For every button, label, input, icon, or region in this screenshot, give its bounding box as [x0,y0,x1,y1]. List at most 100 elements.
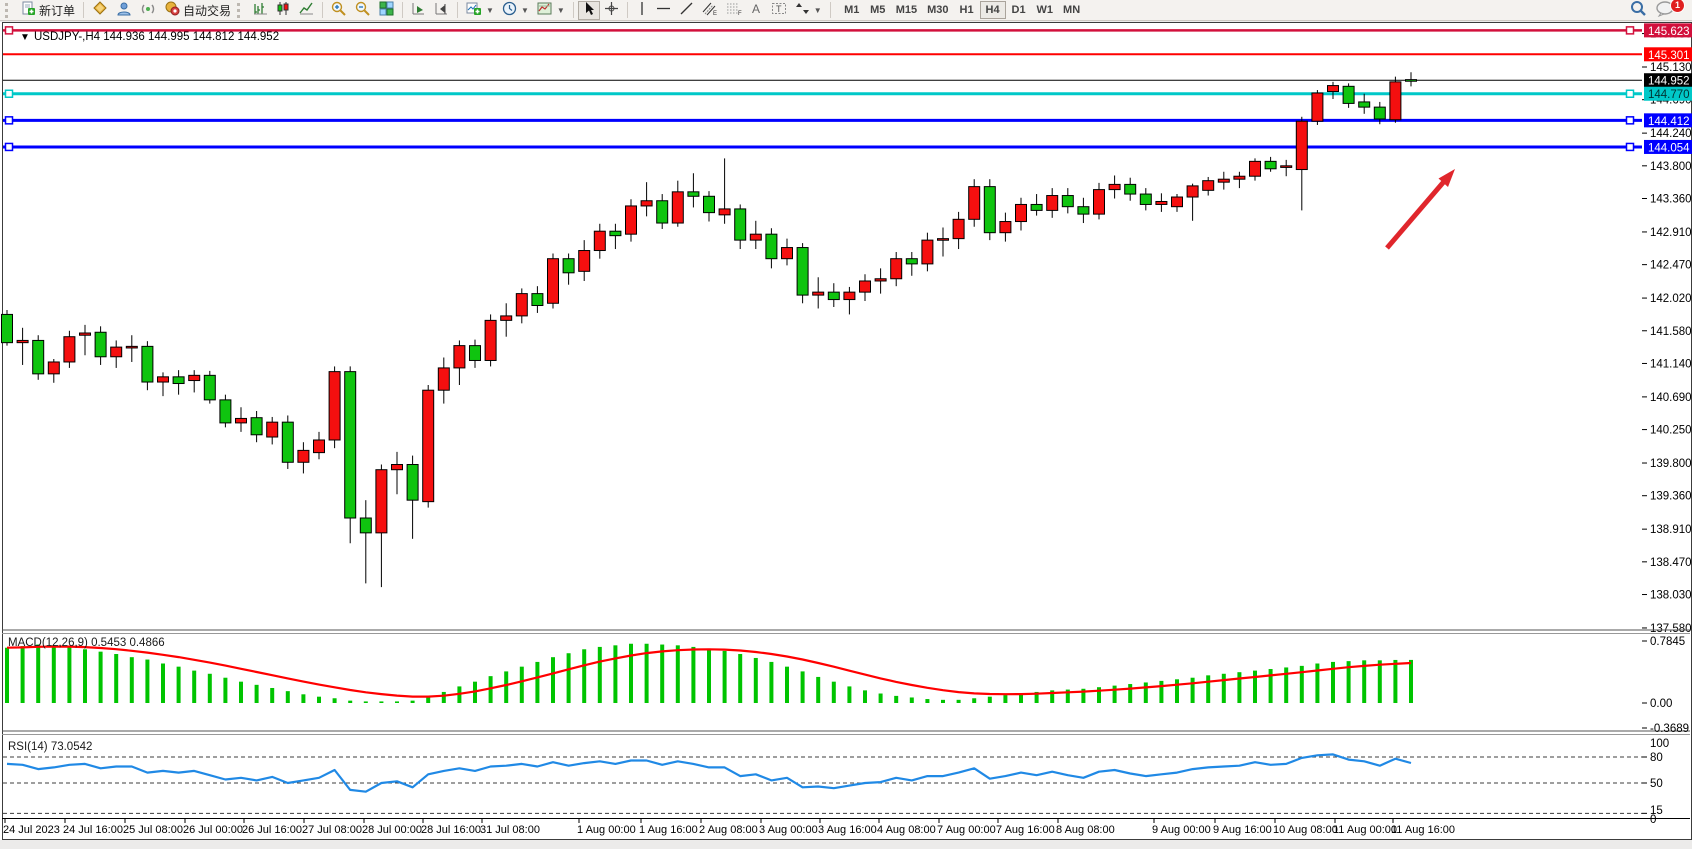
candle-bear [1077,206,1090,215]
macd-bar [987,696,992,703]
macd-bar [1019,693,1023,703]
candle-bull [890,258,903,280]
candle-bear [609,230,622,237]
candle-bull [1202,180,1215,191]
price-tag-label: 144.054 [1648,142,1690,154]
hline-144054-handle[interactable] [4,142,14,152]
candle-bull [718,208,731,216]
candlestick-chart-button[interactable] [272,1,295,20]
timeframe-m15[interactable]: M15 [891,1,922,19]
price-tick-label: 144.240 [1650,128,1692,140]
template-icon [537,1,553,19]
separator [322,2,324,18]
autotrading-button[interactable]: 自动交易 [160,1,235,20]
auto-scroll-icon [411,1,426,19]
macd-bar [488,676,493,703]
text-label-button[interactable]: T [767,1,791,20]
arrow-object[interactable] [1385,176,1449,250]
text-button[interactable]: A [746,1,767,20]
macd-bar [1143,682,1148,703]
periods-button[interactable]: ▼ [498,1,533,20]
bar-chart-button[interactable] [249,1,272,20]
trendline-button[interactable] [675,1,698,20]
macd-bar [20,646,25,703]
candle-bull [515,293,528,317]
hline-145623-handle[interactable] [4,26,14,35]
crosshair-button[interactable] [600,1,623,20]
chart-header: USDJPY-,H4 144.936 144.995 144.812 144.9… [34,31,279,43]
autotrading-label: 自动交易 [183,3,232,18]
indicators-button[interactable]: ▼ [462,1,498,20]
macd-bar [909,697,914,703]
separator [829,2,831,18]
macd-bar [254,684,259,703]
search-button[interactable] [1626,1,1652,20]
new-order-button[interactable]: 新订单 [17,1,79,20]
time-tick-label: 11 Aug 16:00 [1391,824,1455,836]
zoom-out-button[interactable] [351,1,375,20]
candle-bear [281,421,294,463]
styler-button[interactable] [88,1,112,20]
hline-145623-handle[interactable] [1625,26,1635,35]
timeframe-mn[interactable]: MN [1058,1,1085,19]
timeframe-h4[interactable]: H4 [979,1,1006,19]
equidistant-channel-button[interactable]: E [698,1,722,20]
price-tag [1644,73,1692,88]
line-chart-button[interactable] [295,1,318,20]
toolbar-grip[interactable] [237,2,245,18]
templates-button[interactable]: ▼ [533,1,569,20]
separator [402,2,404,18]
notifications-button[interactable]: 1 [1652,0,1685,20]
hline-144412-handle[interactable] [4,116,14,125]
macd-bar [1299,665,1304,703]
vertical-line-button[interactable] [632,1,652,20]
profile-button[interactable] [112,1,136,20]
svg-text:T: T [776,4,782,14]
timeframe-m1[interactable]: M1 [839,1,865,19]
chart-shift-button[interactable] [430,1,453,20]
hline-144770-handle[interactable] [1625,89,1635,98]
candle-bull [79,332,91,336]
bucket-icon [92,1,108,19]
signals-button[interactable] [136,1,160,20]
macd-bar [1253,670,1257,703]
candle-bear [1061,195,1074,208]
rsi-tick-label: 80 [1650,752,1663,764]
timeframe-m5[interactable]: M5 [865,1,891,19]
auto-scroll-button[interactable] [407,1,430,20]
timeframe-m30[interactable]: M30 [922,1,953,19]
zoom-out-icon [355,1,371,19]
timeframe-h1[interactable]: H1 [954,1,980,19]
separator [457,2,459,18]
hline-144770-handle[interactable] [4,89,14,98]
time-tick-label: 31 Jul 08:00 [480,824,540,836]
timeframe-w1[interactable]: W1 [1032,1,1059,19]
candle-bull [1186,185,1199,198]
macd-bar [207,673,212,703]
fibonacci-button[interactable]: F [722,1,746,20]
arrows-button[interactable]: ▼ [791,1,826,20]
macd-bar [1315,663,1320,703]
arrow-head[interactable] [1438,169,1456,187]
time-tick-label: 3 Aug 16:00 [818,824,877,836]
toolbar-grip[interactable] [5,2,13,18]
macd-bar [1034,691,1039,703]
arrows-icon [795,1,810,19]
tile-windows-button[interactable] [375,1,398,20]
cursor-button[interactable] [577,0,600,20]
hline-144054-handle[interactable] [1625,142,1635,152]
time-tick-label: 24 Jul 16:00 [63,824,123,836]
zoom-in-icon [331,1,347,19]
price-tick-label: 145.130 [1650,62,1692,74]
macd-bar [239,681,243,703]
zoom-in-button[interactable] [327,1,351,20]
macd-bar [535,661,540,703]
candle-bear [905,258,918,265]
macd-bar [67,646,72,703]
timeframe-d1[interactable]: D1 [1006,1,1032,19]
hline-144412-handle[interactable] [1625,116,1635,125]
time-tick-label: 10 Aug 08:00 [1273,824,1338,836]
horizontal-line-button[interactable] [652,1,675,20]
candle-bull [749,233,762,241]
